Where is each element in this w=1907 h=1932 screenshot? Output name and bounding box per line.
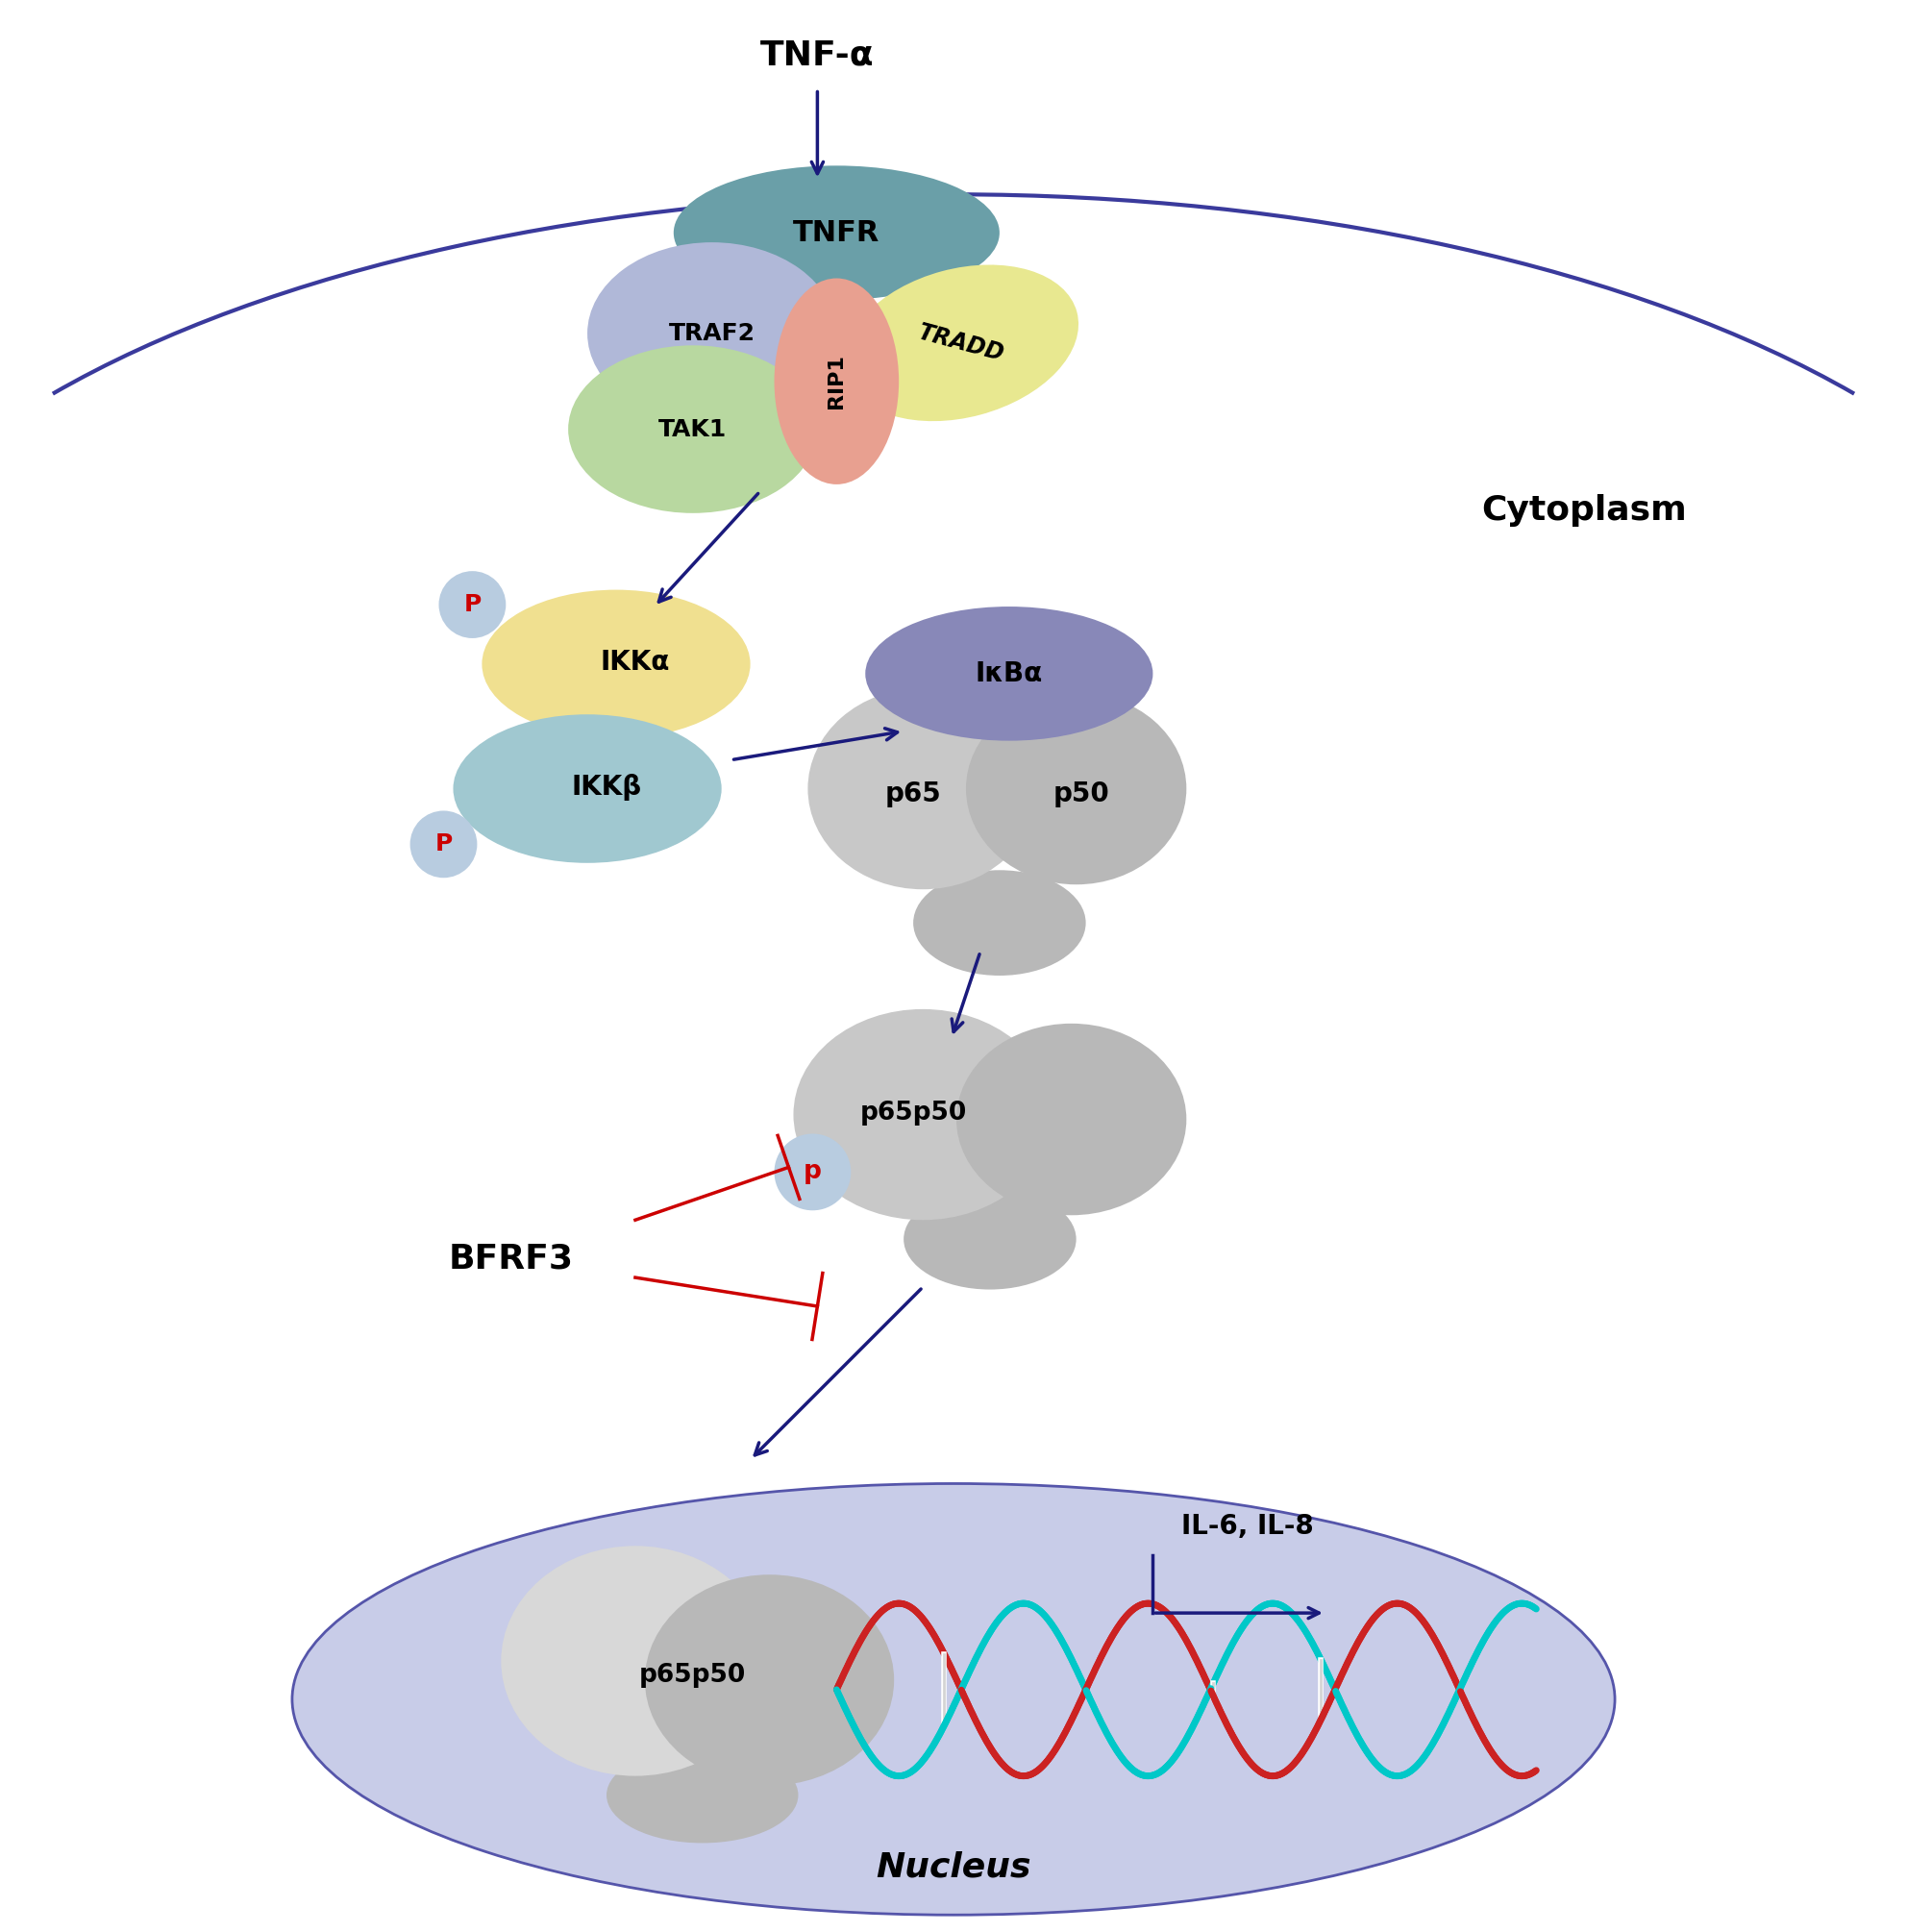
Text: TNFR: TNFR [793,218,879,247]
Ellipse shape [809,688,1037,889]
Ellipse shape [793,1009,1053,1219]
Text: TNF-α: TNF-α [761,39,875,71]
Ellipse shape [845,265,1079,421]
Ellipse shape [673,166,999,299]
Text: p: p [803,1159,822,1184]
Text: P: P [463,593,481,616]
Text: TRADD: TRADD [915,321,1007,365]
Text: Nucleus: Nucleus [875,1851,1032,1884]
Text: BFRF3: BFRF3 [448,1242,574,1275]
Text: p65p50: p65p50 [860,1099,967,1124]
Ellipse shape [967,694,1186,885]
Text: p65: p65 [885,781,942,808]
Text: RIP1: RIP1 [828,354,847,410]
Ellipse shape [502,1546,769,1776]
Ellipse shape [587,242,837,425]
Text: IL-6, IL-8: IL-6, IL-8 [1182,1513,1314,1540]
Text: TRAF2: TRAF2 [669,323,755,346]
Ellipse shape [454,715,721,864]
Text: Cytoplasm: Cytoplasm [1482,495,1688,527]
Text: IKKα: IKKα [601,649,669,676]
Ellipse shape [774,278,898,485]
Text: p65p50: p65p50 [639,1663,746,1689]
Text: IκBα: IκBα [974,661,1043,688]
Ellipse shape [866,607,1154,740]
Text: IKKβ: IKKβ [572,773,641,800]
Ellipse shape [957,1024,1186,1215]
Text: p50: p50 [1053,781,1110,808]
Ellipse shape [292,1484,1615,1915]
Ellipse shape [774,1134,851,1211]
Ellipse shape [410,811,477,877]
Text: P: P [435,833,452,856]
Ellipse shape [568,346,818,514]
Ellipse shape [645,1575,894,1785]
Ellipse shape [904,1188,1076,1289]
Ellipse shape [439,572,505,638]
Text: TAK1: TAK1 [658,417,727,440]
Ellipse shape [482,589,749,738]
Ellipse shape [606,1747,799,1843]
Ellipse shape [913,869,1085,976]
